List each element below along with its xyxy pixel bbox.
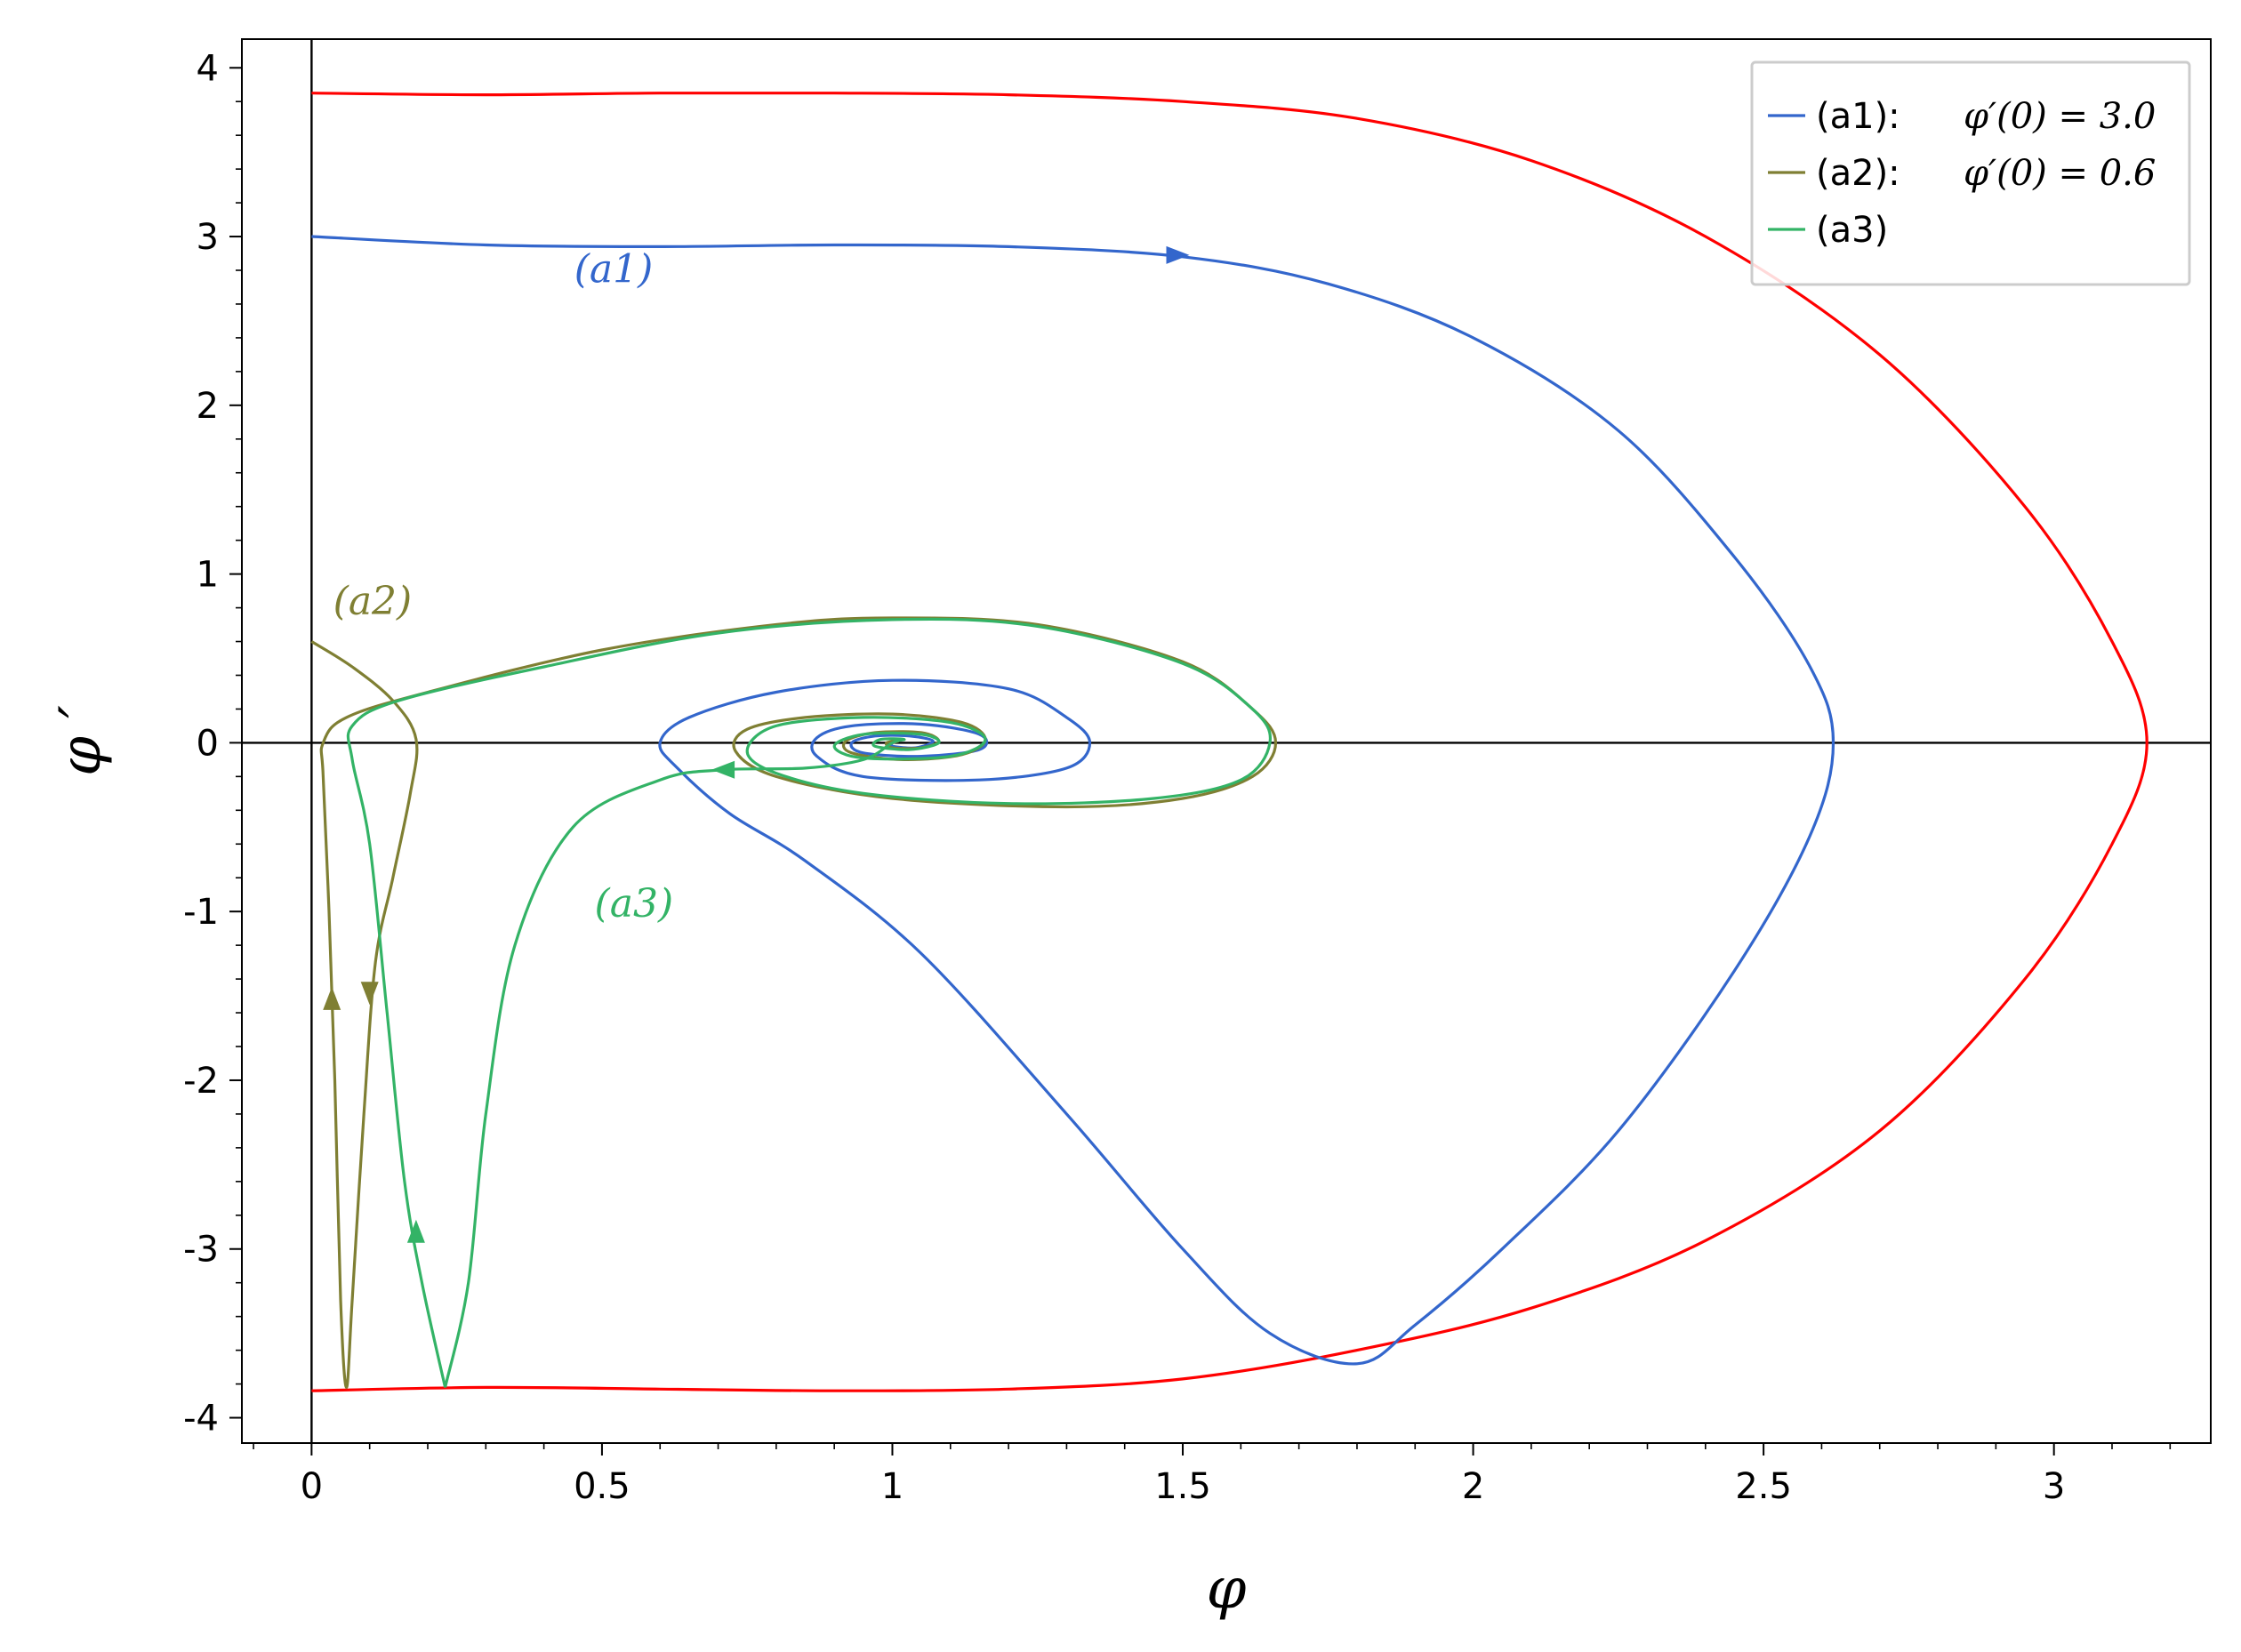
curve-label-1: (a2) — [333, 579, 413, 624]
y-tick-label: 0 — [197, 723, 219, 764]
y-tick-label: 1 — [197, 555, 219, 596]
x-tick-label: 1.5 — [1154, 1466, 1211, 1507]
y-axis: -4 -3 -2 -1 0 1 2 3 4 — [183, 48, 242, 1439]
legend-label-a2: (a2): — [1816, 153, 1900, 194]
curve-labels: (a1) (a2) (a3) — [333, 246, 673, 926]
curve-a3 — [346, 617, 1273, 1388]
arrow-a3-1 — [711, 760, 735, 779]
x-tick-label: 1 — [881, 1466, 904, 1507]
y-tick-label: 4 — [197, 48, 219, 89]
x-tick-label: 0.5 — [574, 1466, 631, 1507]
legend: (a1): φ′(0) = 3.0 (a2): φ′(0) = 0.6 (a3) — [1750, 60, 2191, 286]
y-tick-label: -2 — [183, 1061, 219, 1102]
legend-box — [1750, 60, 2191, 286]
y-axis-label: φ ′ — [48, 705, 114, 776]
x-tick-label: 0 — [301, 1466, 323, 1507]
y-tick-label: 3 — [197, 217, 219, 258]
curves — [310, 91, 2149, 1392]
curve-a1 — [311, 235, 1835, 1366]
x-tick-label: 2 — [1462, 1466, 1484, 1507]
arrow-a3-0 — [406, 1219, 425, 1243]
zero-lines — [242, 39, 2211, 1443]
legend-math-a1: φ′(0) = 3.0 — [1964, 96, 2156, 137]
x-axis: 0 0.5 1 1.5 2 2.5 3 — [253, 1443, 2172, 1507]
x-tick-label: 2.5 — [1735, 1466, 1792, 1507]
y-tick-label: 2 — [197, 386, 219, 427]
legend-label-a3: (a3) — [1816, 210, 1888, 251]
arrow-a1-0 — [1166, 245, 1190, 264]
legend-math-a2: φ′(0) = 0.6 — [1964, 153, 2156, 194]
x-axis-label: φ — [1207, 1556, 1247, 1622]
curve-a2 — [310, 616, 1278, 1389]
legend-label-a1: (a1): — [1816, 96, 1900, 137]
arrow-a2-0 — [360, 982, 379, 1006]
plot-frame — [241, 38, 2212, 1444]
y-tick-label: -1 — [183, 892, 219, 933]
arrow-a2-1 — [323, 986, 341, 1010]
arrow-markers — [323, 245, 1190, 1243]
x-tick-label: 3 — [2043, 1466, 2065, 1507]
curve-separatrix — [311, 91, 2149, 1392]
y-tick-label: -3 — [183, 1230, 219, 1271]
curve-label-0: (a1) — [574, 246, 654, 292]
curve-label-2: (a3) — [595, 881, 674, 926]
y-tick-label: -4 — [183, 1399, 219, 1439]
